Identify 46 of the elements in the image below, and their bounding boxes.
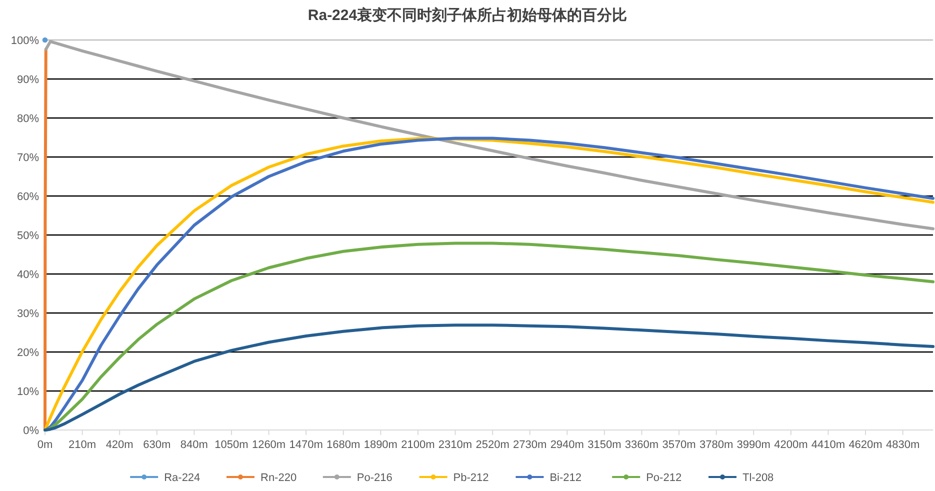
legend-label: Rn-220 bbox=[260, 472, 297, 484]
x-tick-label: 1050m bbox=[214, 439, 248, 451]
x-tick-label: 2100m bbox=[401, 439, 435, 451]
x-tick-label: 2310m bbox=[438, 439, 472, 451]
y-tick-label: 70% bbox=[16, 152, 40, 164]
x-tick-label: 3780m bbox=[700, 439, 734, 451]
x-tick-label: 3990m bbox=[736, 439, 770, 451]
y-tick-label: 0% bbox=[23, 424, 40, 437]
legend-label: Bi-212 bbox=[550, 472, 582, 484]
x-tick-label: 1890m bbox=[364, 439, 398, 451]
x-tick-label: 840m bbox=[180, 439, 208, 451]
x-tick-label: 3570m bbox=[662, 439, 696, 451]
chart-title: Ra-224衰变不同时刻子体所占初始母体的百分比 bbox=[308, 6, 628, 24]
x-tick-label: 1680m bbox=[326, 439, 360, 451]
x-tick-label: 1470m bbox=[289, 439, 323, 451]
x-tick-label: 420m bbox=[106, 439, 134, 451]
legend-label: Po-212 bbox=[646, 472, 682, 484]
y-tick-label: 100% bbox=[10, 34, 40, 47]
legend-label: Ra-224 bbox=[164, 472, 200, 484]
line-series bbox=[44, 40, 934, 230]
legend-label: Pb-212 bbox=[453, 472, 489, 484]
y-tick-label: 50% bbox=[16, 230, 40, 242]
x-tick-label: 0m bbox=[37, 439, 53, 451]
line-series bbox=[44, 324, 934, 432]
x-tick-label: 3360m bbox=[624, 439, 659, 451]
y-tick-label: 40% bbox=[16, 268, 40, 281]
x-tick-label: 4200m bbox=[774, 439, 808, 451]
legend-label: Po-216 bbox=[356, 472, 392, 484]
x-tick-label: 210m bbox=[68, 439, 96, 451]
legend-label: Tl-208 bbox=[742, 472, 774, 484]
y-tick-label: 30% bbox=[16, 308, 40, 320]
x-tick-label: 3150m bbox=[588, 439, 622, 451]
x-tick-label: 2730m bbox=[513, 439, 547, 451]
y-tick-label: 60% bbox=[16, 190, 40, 203]
x-tick-label: 2520m bbox=[476, 439, 510, 451]
x-tick-label: 4830m bbox=[886, 439, 920, 451]
x-tick-label: 4410m bbox=[811, 439, 846, 451]
line-series bbox=[44, 242, 934, 432]
y-tick-label: 90% bbox=[16, 74, 40, 86]
x-tick-label: 1260m bbox=[252, 439, 286, 451]
y-tick-label: 10% bbox=[16, 386, 40, 398]
y-tick-label: 80% bbox=[16, 112, 40, 125]
x-tick-label: 2940m bbox=[550, 439, 584, 451]
x-tick-label: 4620m bbox=[848, 439, 882, 451]
x-tick-label: 630m bbox=[143, 439, 171, 451]
y-tick-label: 20% bbox=[16, 346, 40, 359]
